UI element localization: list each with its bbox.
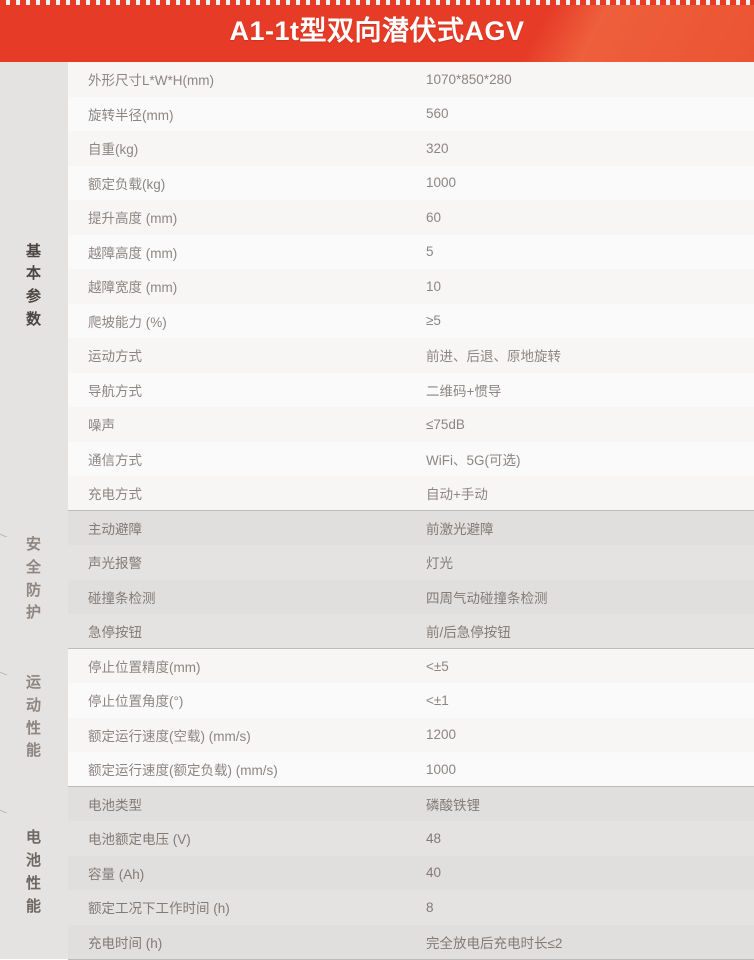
parameter-name-cell: 额定运行速度(空载) (mm/s)	[68, 717, 398, 752]
parameter-name-cell: 碰撞条检测	[68, 579, 398, 614]
parameter-value-cell: 1200	[398, 717, 754, 752]
spec-table-body: 基本参数 外形尺寸L*W*H(mm) 1070*850*280 旋转半径(mm) 560…	[0, 62, 754, 960]
section-divider-notch-icon	[0, 511, 68, 537]
parameter-value-cell: 前激光避障	[398, 510, 754, 545]
parameter-value-cell: WiFi、5G(可选)	[398, 441, 754, 476]
parameter-value-cell: 48	[398, 821, 754, 856]
parameter-value-cell: 8	[398, 890, 754, 925]
group-label-text: 电池性能	[25, 829, 42, 915]
table-row: 额定运行速度(空载) (mm/s) 1200	[0, 717, 754, 752]
parameter-name-cell: 导航方式	[68, 372, 398, 407]
group-label-cell: 电池性能	[0, 786, 68, 959]
parameter-value-cell: 四周气动碰撞条检测	[398, 579, 754, 614]
group-label-cell: 安全防护	[0, 510, 68, 649]
group-label-cell: 运动性能	[0, 648, 68, 787]
parameter-name-cell: 外形尺寸L*W*H(mm)	[68, 62, 398, 97]
table-row: 运动方式 前进、后退、原地旋转	[0, 338, 754, 373]
parameter-name-cell: 容量 (Ah)	[68, 855, 398, 890]
parameter-value-cell: 5	[398, 234, 754, 269]
parameter-name-cell: 主动避障	[68, 510, 398, 545]
parameter-value-cell: 560	[398, 96, 754, 131]
table-row: 容量 (Ah) 40	[0, 855, 754, 890]
section-divider-notch-icon	[0, 787, 68, 813]
parameter-name-cell: 充电方式	[68, 476, 398, 511]
table-row: 基本参数 外形尺寸L*W*H(mm) 1070*850*280	[0, 62, 754, 511]
table-row: 电池性能 电池类型 磷酸铁锂	[0, 786, 754, 959]
parameter-value-cell: ≤75dB	[398, 407, 754, 442]
table-row: 充电时间 (h) 完全放电后充电时长≤2	[0, 924, 754, 960]
parameter-name-cell: 充电时间 (h)	[68, 924, 398, 960]
table-row: 自重(kg) 320	[0, 131, 754, 166]
table-row: 停止位置角度(°) <±1	[0, 683, 754, 718]
parameter-value-cell: 前/后急停按钮	[398, 614, 754, 649]
parameter-name-cell: 越障宽度 (mm)	[68, 269, 398, 304]
header-dashed-rule	[0, 0, 754, 5]
parameter-name-cell: 声光报警	[68, 545, 398, 580]
page-header: A1-1t型双向潜伏式AGV	[0, 0, 754, 62]
parameter-value-cell: 1000	[398, 752, 754, 787]
parameter-name-cell: 电池额定电压 (V)	[68, 821, 398, 856]
parameter-value-cell: 磷酸铁锂	[398, 786, 754, 821]
parameter-value-cell: 二维码+惯导	[398, 372, 754, 407]
table-row: 越障高度 (mm) 5	[0, 234, 754, 269]
table-row: 导航方式 二维码+惯导	[0, 372, 754, 407]
table-row: 额定负载(kg) 1000	[0, 165, 754, 200]
parameter-value-cell: 前进、后退、原地旋转	[398, 338, 754, 373]
parameter-value-cell: 灯光	[398, 545, 754, 580]
table-row: 爬坡能力 (%) ≥5	[0, 303, 754, 338]
table-row: 额定工况下工作时间 (h) 8	[0, 890, 754, 925]
group-label-text: 基本参数	[25, 242, 42, 329]
table-row: 噪声 ≤75dB	[0, 407, 754, 442]
parameter-name-cell: 运动方式	[68, 338, 398, 373]
table-row: 电池额定电压 (V) 48	[0, 821, 754, 856]
parameter-name-cell: 额定负载(kg)	[68, 165, 398, 200]
parameter-name-cell: 越障高度 (mm)	[68, 234, 398, 269]
parameter-name-cell: 额定运行速度(额定负载) (mm/s)	[68, 752, 398, 787]
table-row: 越障宽度 (mm) 10	[0, 269, 754, 304]
parameter-name-cell: 自重(kg)	[68, 131, 398, 166]
parameter-name-cell: 爬坡能力 (%)	[68, 303, 398, 338]
table-row: 安全防护 主动避障 前激光避障	[0, 510, 754, 649]
table-row: 充电方式 自动+手动	[0, 476, 754, 511]
spec-table: 基本参数 外形尺寸L*W*H(mm) 1070*850*280 旋转半径(mm) 560…	[0, 62, 754, 960]
parameter-name-cell: 停止位置角度(°)	[68, 683, 398, 718]
parameter-name-cell: 额定工况下工作时间 (h)	[68, 890, 398, 925]
parameter-name-cell: 噪声	[68, 407, 398, 442]
table-row: 提升高度 (mm) 60	[0, 200, 754, 235]
table-row: 旋转半径(mm) 560	[0, 96, 754, 131]
parameter-name-cell: 旋转半径(mm)	[68, 96, 398, 131]
group-label-text: 安全防护	[25, 535, 42, 622]
parameter-value-cell: 1000	[398, 165, 754, 200]
table-row: 急停按钮 前/后急停按钮	[0, 614, 754, 649]
parameter-value-cell: <±1	[398, 683, 754, 718]
parameter-value-cell: 自动+手动	[398, 476, 754, 511]
section-divider-notch-icon	[0, 649, 68, 675]
table-row: 通信方式 WiFi、5G(可选)	[0, 441, 754, 476]
group-label-text: 运动性能	[25, 673, 42, 760]
parameter-value-cell: 完全放电后充电时长≤2	[398, 924, 754, 960]
parameter-value-cell: 40	[398, 855, 754, 890]
parameter-name-cell: 急停按钮	[68, 614, 398, 649]
table-row: 碰撞条检测 四周气动碰撞条检测	[0, 579, 754, 614]
table-row: 额定运行速度(额定负载) (mm/s) 1000	[0, 752, 754, 787]
parameter-value-cell: <±5	[398, 648, 754, 683]
group-label-cell: 基本参数	[0, 62, 68, 511]
parameter-name-cell: 通信方式	[68, 441, 398, 476]
parameter-value-cell: 60	[398, 200, 754, 235]
parameter-value-cell: 10	[398, 269, 754, 304]
parameter-name-cell: 停止位置精度(mm)	[68, 648, 398, 683]
parameter-name-cell: 提升高度 (mm)	[68, 200, 398, 235]
table-row: 声光报警 灯光	[0, 545, 754, 580]
parameter-value-cell: ≥5	[398, 303, 754, 338]
parameter-value-cell: 1070*850*280	[398, 62, 754, 97]
table-row: 运动性能 停止位置精度(mm) <±5	[0, 648, 754, 787]
parameter-value-cell: 320	[398, 131, 754, 166]
page-title: A1-1t型双向潜伏式AGV	[229, 16, 525, 46]
parameter-name-cell: 电池类型	[68, 786, 398, 821]
